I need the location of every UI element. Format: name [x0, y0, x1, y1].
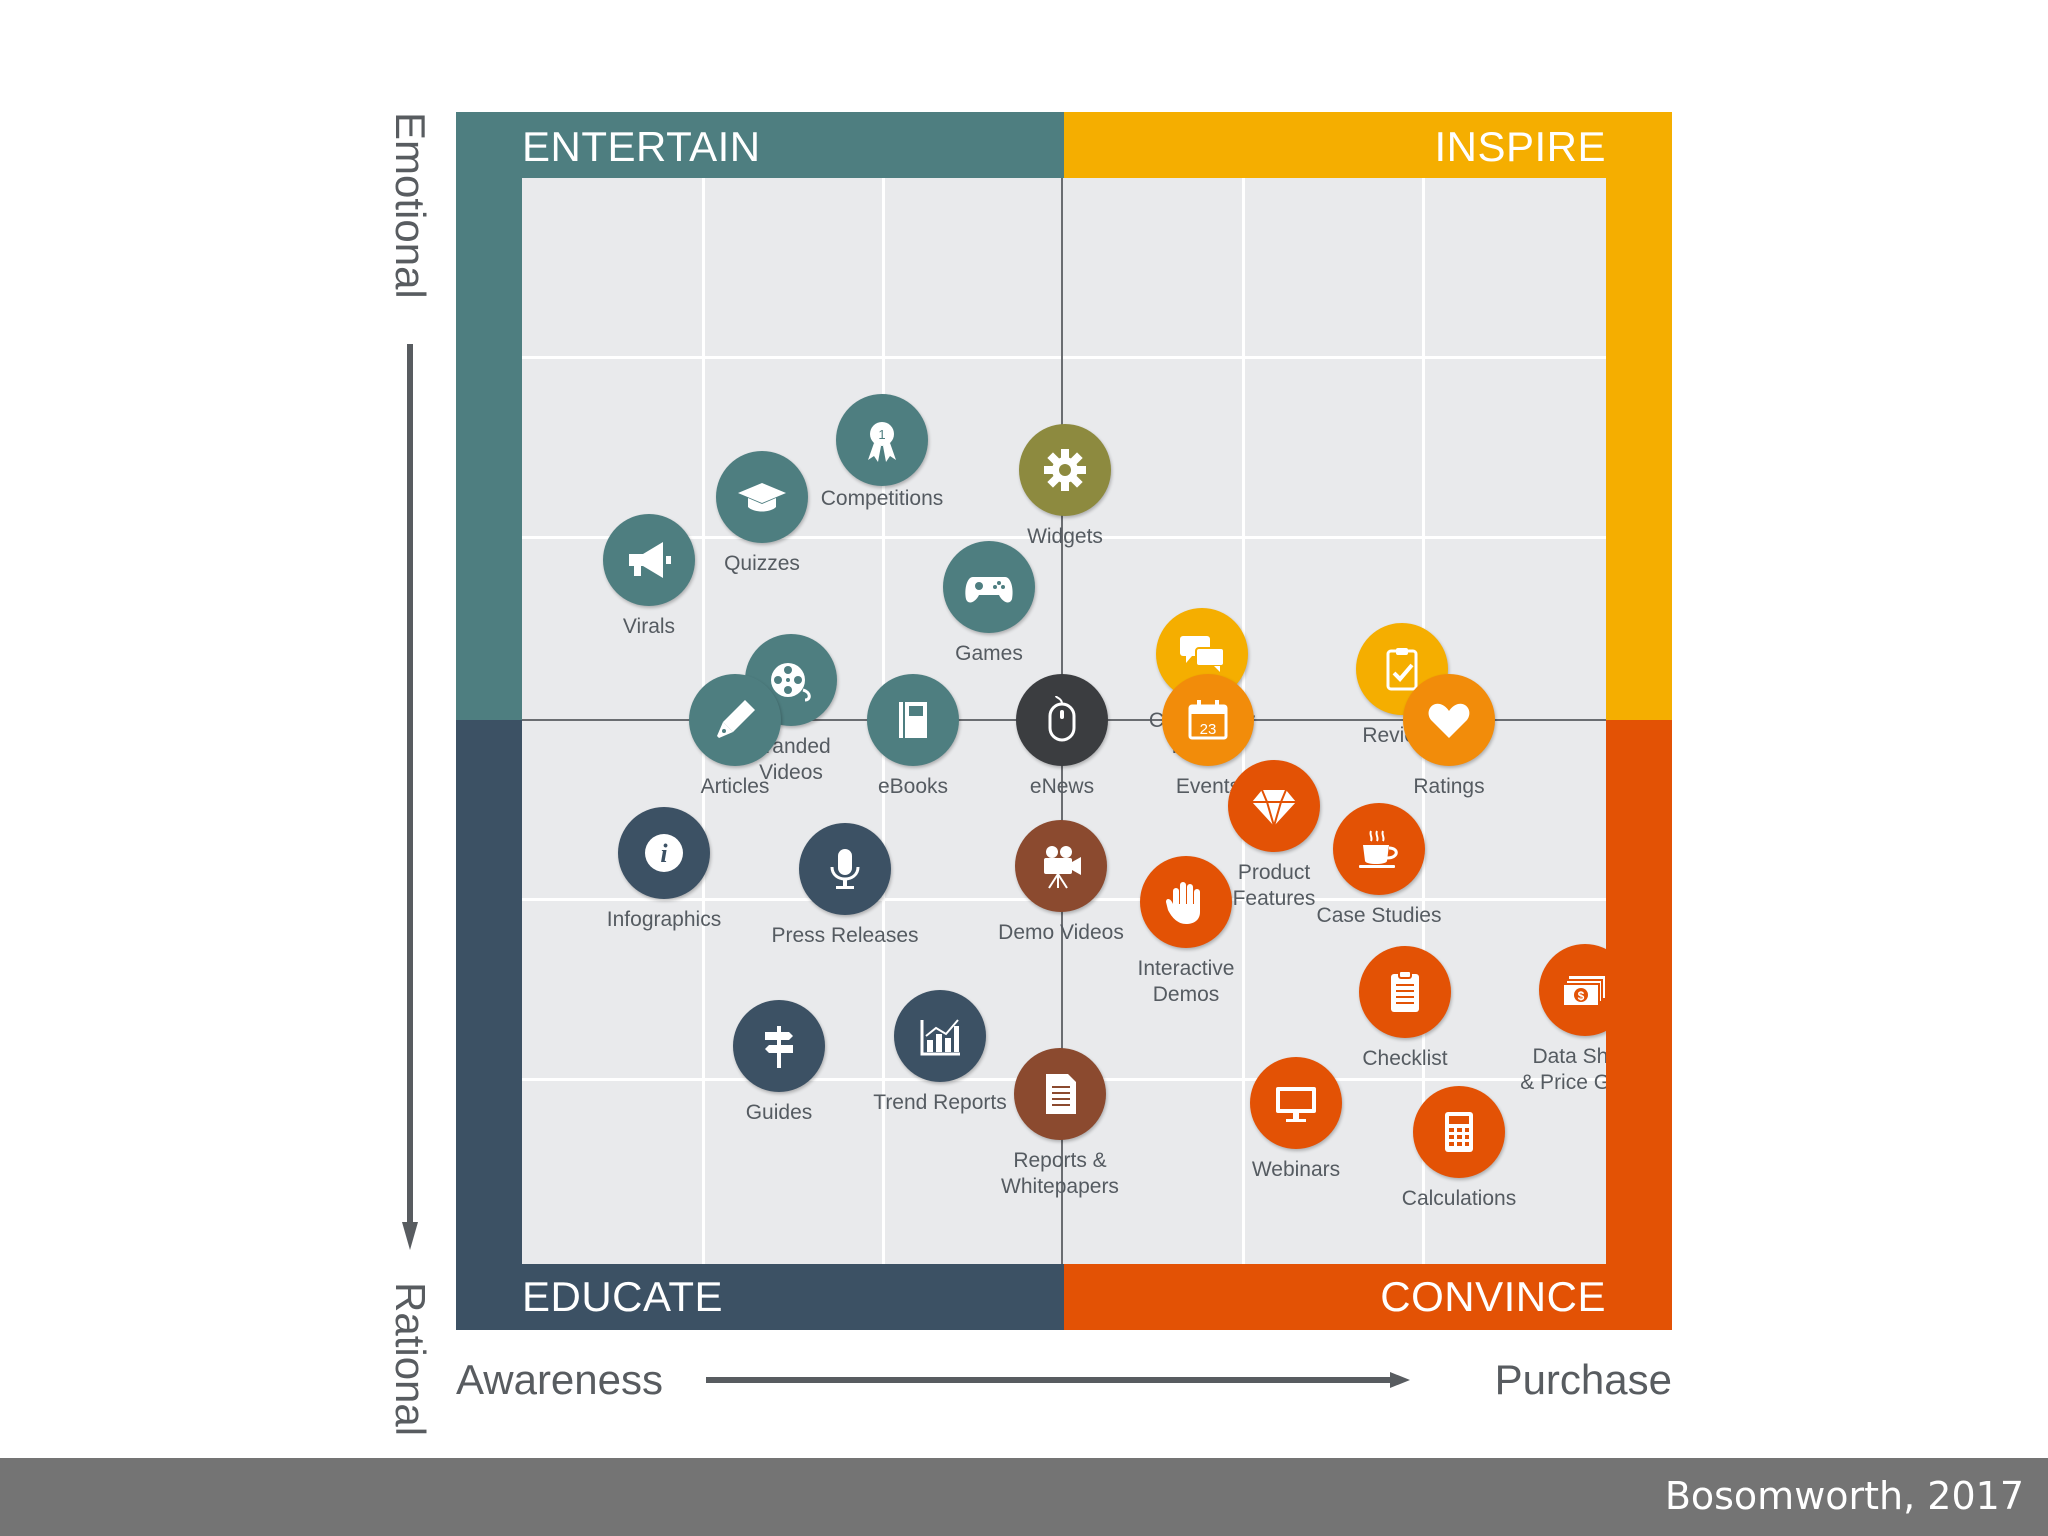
film-reel-icon: [745, 634, 837, 726]
quadrant-label-convince: CONVINCE: [1380, 1273, 1606, 1320]
quadrant-label-entertain: ENTERTAIN: [522, 123, 761, 170]
movie-camera-icon: [1015, 820, 1107, 912]
coffee-cup-icon: [1333, 803, 1425, 895]
item-label: Infographics: [606, 908, 722, 931]
svg-text:$: $: [1578, 989, 1585, 1003]
vertical-axis: Emotional Rational: [380, 112, 440, 1436]
item-label: Ratings: [1413, 775, 1485, 798]
calculator-icon: [1413, 1086, 1505, 1178]
vertical-axis-arrow: [402, 344, 418, 1250]
item-label: Trend Reports: [873, 1091, 1007, 1114]
item-label: Checklist: [1362, 1047, 1448, 1070]
item-label: Webinars: [1251, 1158, 1341, 1181]
item-label: Virals: [622, 615, 676, 638]
microphone-icon: [799, 823, 891, 915]
info-icon: i: [618, 807, 710, 899]
quadrant-label-educate: EDUCATE: [522, 1273, 724, 1320]
item-label: Competitions: [820, 487, 944, 510]
matrix-grid: 1 Competitions Quizzes Virals Widgets: [522, 178, 1606, 1264]
diamond-icon: [1228, 760, 1320, 852]
item-label: Games: [955, 642, 1023, 665]
svg-text:1: 1: [878, 427, 885, 442]
checklist-icon: [1359, 946, 1451, 1038]
item-label: Case Studies: [1316, 904, 1442, 927]
item-label: Press Releases: [771, 924, 919, 947]
item-label: Calculations: [1401, 1187, 1517, 1210]
item-label: eBooks: [877, 775, 949, 798]
book-icon: [867, 674, 959, 766]
item-label: Demo Videos: [998, 921, 1124, 944]
calendar-icon: 23: [1162, 674, 1254, 766]
award-ribbon-icon: 1: [836, 394, 928, 486]
axis-label-rational: Rational: [387, 1282, 434, 1437]
item-label: Interactive Demos: [1137, 957, 1235, 1006]
footer-bar: Bosomworth, 2017: [0, 1458, 2048, 1536]
hand-icon: [1140, 856, 1232, 948]
item-label: Product Features: [1232, 861, 1316, 910]
horizontal-axis: Awareness Purchase: [456, 1350, 1672, 1410]
item-label: Widgets: [1027, 525, 1103, 548]
grid-line: [522, 356, 1606, 359]
signpost-icon: [733, 1000, 825, 1092]
mouse-icon: [1016, 674, 1108, 766]
megaphone-icon: [603, 514, 695, 606]
gear-icon: [1019, 424, 1111, 516]
gamepad-icon: [943, 541, 1035, 633]
item-label: Quizzes: [724, 552, 800, 575]
item-label: Articles: [700, 775, 770, 798]
item-label: eNews: [1029, 775, 1095, 798]
item-label: Reports & Whitepapers: [1001, 1149, 1119, 1198]
grid-line: [522, 536, 1606, 539]
svg-text:i: i: [660, 839, 668, 868]
content-matrix: ENTERTAIN INSPIRE EDUCATE CONVINCE 1 Com…: [456, 112, 1672, 1330]
document-icon: [1014, 1048, 1106, 1140]
money-icon: $: [1539, 944, 1606, 1036]
horizontal-axis-arrow: [706, 1372, 1410, 1388]
pen-nib-icon: [689, 674, 781, 766]
heart-icon: [1403, 674, 1495, 766]
graduation-cap-icon: [716, 451, 808, 543]
axis-label-emotional: Emotional: [387, 112, 434, 299]
axis-label-purchase: Purchase: [1494, 1356, 1672, 1403]
monitor-icon: [1250, 1057, 1342, 1149]
item-label: Guides: [745, 1101, 813, 1124]
citation-text: Bosomworth, 2017: [1664, 1474, 2024, 1518]
svg-text:23: 23: [1200, 721, 1217, 738]
quadrant-label-inspire: INSPIRE: [1434, 123, 1606, 170]
item-label: Data Sheet & Price Guide: [1520, 1045, 1606, 1094]
bar-chart-icon: [894, 990, 986, 1082]
axis-label-awareness: Awareness: [456, 1356, 664, 1403]
item-label: Events: [1175, 775, 1241, 798]
